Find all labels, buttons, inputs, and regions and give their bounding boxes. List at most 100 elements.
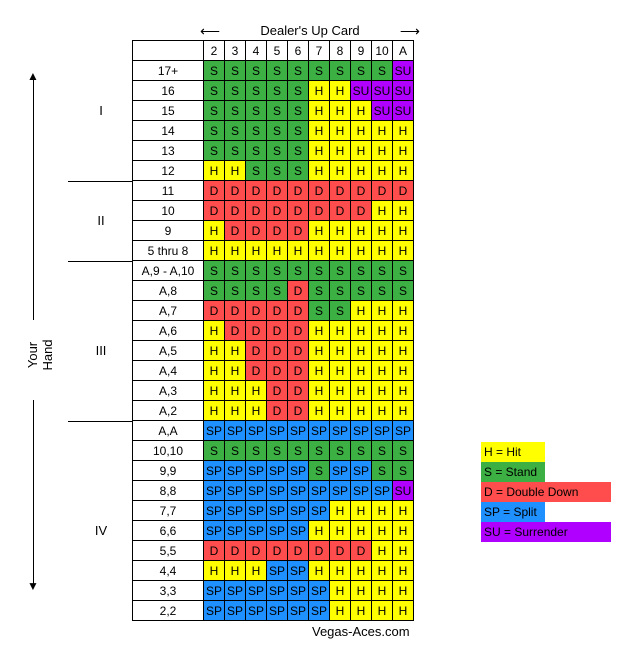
strategy-cell: H <box>350 220 372 241</box>
hand-label: 9,9 <box>132 460 204 481</box>
strategy-cell: S <box>224 280 246 301</box>
strategy-cell: S <box>203 280 225 301</box>
hand-label: 15 <box>132 100 204 121</box>
strategy-cell: H <box>371 160 393 181</box>
strategy-cell: H <box>392 220 414 241</box>
strategy-cell: S <box>371 260 393 281</box>
strategy-cell: S <box>308 260 330 281</box>
dealer-card-header: 8 <box>329 40 351 61</box>
strategy-cell: S <box>392 260 414 281</box>
strategy-cell: D <box>308 200 330 221</box>
strategy-cell: D <box>245 200 267 221</box>
strategy-cell: SP <box>329 460 351 481</box>
strategy-cell: H <box>371 300 393 321</box>
strategy-cell: S <box>245 100 267 121</box>
strategy-cell: S <box>392 280 414 301</box>
strategy-cell: SP <box>371 420 393 441</box>
strategy-cell: H <box>329 100 351 121</box>
up-arrow-icon: ▲ <box>27 69 39 83</box>
strategy-cell: H <box>350 520 372 541</box>
strategy-cell: H <box>329 380 351 401</box>
table-row: A,7 D D D D D S S H H H <box>132 300 414 321</box>
strategy-cell: D <box>203 540 225 561</box>
strategy-cell: H <box>350 380 372 401</box>
strategy-cell: S <box>308 440 330 461</box>
dealer-card-header: 3 <box>224 40 246 61</box>
strategy-cell: D <box>224 180 246 201</box>
hand-label: A,8 <box>132 280 204 301</box>
strategy-cell: H <box>224 160 246 181</box>
strategy-cell: H <box>350 140 372 161</box>
strategy-cell: S <box>266 280 288 301</box>
strategy-cell: S <box>203 140 225 161</box>
strategy-cell: H <box>224 360 246 381</box>
strategy-cell: S <box>203 260 225 281</box>
strategy-cell: S <box>308 60 330 81</box>
strategy-cell: H <box>203 240 225 261</box>
strategy-cell: D <box>266 300 288 321</box>
table-row: A,4 H H D D D H H H H H <box>132 360 414 381</box>
table-row: 4,4 H H H SP SP H H H H H <box>132 560 414 581</box>
strategy-cell: S <box>287 160 309 181</box>
strategy-cell: SP <box>266 500 288 521</box>
strategy-cell: H <box>203 320 225 341</box>
table-row: 16 S S S S S H H SU SU SU <box>132 80 414 101</box>
strategy-cell: H <box>371 200 393 221</box>
strategy-cell: SP <box>245 500 267 521</box>
your-hand-label: Your Hand <box>25 339 55 371</box>
strategy-cell: H <box>203 400 225 421</box>
strategy-cell: H <box>392 540 414 561</box>
strategy-cell: SU <box>371 80 393 101</box>
strategy-cell: H <box>308 120 330 141</box>
table-row: 6,6 SP SP SP SP SP H H H H H <box>132 520 414 541</box>
table-row: A,5 H H D D D H H H H H <box>132 340 414 361</box>
strategy-cell: S <box>329 280 351 301</box>
strategy-cell: H <box>203 560 225 581</box>
strategy-cell: SP <box>245 420 267 441</box>
strategy-cell: H <box>329 160 351 181</box>
hand-label: 6,6 <box>132 520 204 541</box>
strategy-cell: H <box>371 340 393 361</box>
table-row: A,9 - A,10 S S S S S S S S S S <box>132 260 414 281</box>
table-row: 15 S S S S S H H H SU SU <box>132 100 414 121</box>
legend-hit: H = Hit <box>481 442 545 462</box>
strategy-cell: H <box>350 600 372 621</box>
strategy-cell: SP <box>308 420 330 441</box>
strategy-cell: SU <box>392 480 414 501</box>
strategy-cell: SP <box>203 500 225 521</box>
strategy-cell: SP <box>224 480 246 501</box>
strategy-cell: H <box>308 320 330 341</box>
hand-label: 16 <box>132 80 204 101</box>
strategy-cell: SP <box>245 520 267 541</box>
strategy-cell: SP <box>266 600 288 621</box>
strategy-cell: S <box>203 440 225 461</box>
strategy-cell: S <box>245 260 267 281</box>
strategy-cell: D <box>245 180 267 201</box>
table-row: 8,8 SP SP SP SP SP SP SP SP SP SU <box>132 480 414 501</box>
hand-label: 4,4 <box>132 560 204 581</box>
table-row: A,8 S S S S D S S S S S <box>132 280 414 301</box>
strategy-cell: H <box>224 240 246 261</box>
strategy-cell: H <box>203 220 225 241</box>
strategy-cell: SP <box>350 460 372 481</box>
section-label-ii: II <box>97 213 105 228</box>
hand-label: 17+ <box>132 60 204 81</box>
strategy-cell: S <box>287 80 309 101</box>
strategy-cell: H <box>308 340 330 361</box>
strategy-cell: H <box>371 240 393 261</box>
strategy-cell: D <box>287 220 309 241</box>
dealer-card-header: 9 <box>350 40 372 61</box>
strategy-cell: H <box>329 120 351 141</box>
strategy-cell: S <box>224 260 246 281</box>
your-hand-line-bottom <box>33 400 34 585</box>
legend-double-down: D = Double Down <box>481 482 611 502</box>
strategy-cell: H <box>350 240 372 261</box>
strategy-cell: S <box>287 60 309 81</box>
strategy-cell: D <box>287 380 309 401</box>
strategy-cell: SP <box>245 480 267 501</box>
strategy-cell: H <box>329 360 351 381</box>
strategy-cell: D <box>266 360 288 381</box>
table-row: A,6 H D D D D H H H H H <box>132 320 414 341</box>
